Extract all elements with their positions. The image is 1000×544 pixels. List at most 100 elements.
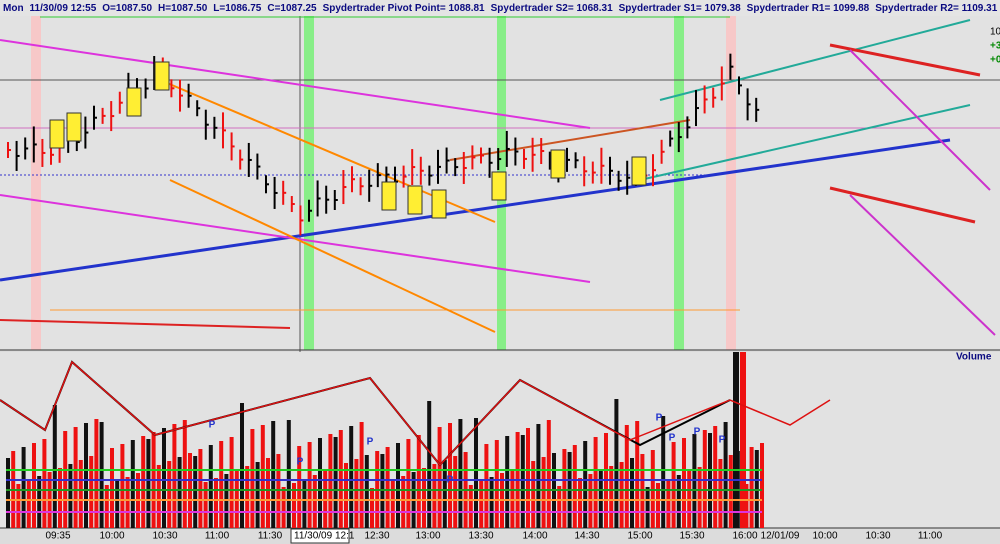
volume-bar: [68, 464, 73, 528]
volume-bar: [58, 468, 62, 528]
trend-line: [169, 179, 496, 333]
volume-bar: [484, 444, 489, 528]
volume-bar: [744, 484, 749, 528]
header-field: Spydertrader R2= 1109.31: [875, 3, 997, 14]
volume-bar: [364, 455, 369, 528]
volume-bar: [432, 464, 437, 528]
volume-bar: [635, 421, 640, 528]
volume-bar: [245, 466, 250, 528]
volume-bar: [474, 418, 478, 528]
volume-bar: [156, 465, 161, 528]
highlight-box: [154, 61, 170, 91]
header-field: Mon: [3, 3, 24, 14]
trend-line: [849, 194, 996, 336]
volume-bar: [671, 442, 676, 528]
volume-title: Volume: [956, 352, 992, 363]
volume-bar: [115, 481, 120, 528]
time-label: 15:30: [679, 531, 704, 542]
header-bar: [0, 0, 1000, 16]
volume-bar: [354, 459, 359, 528]
volume-bar: [666, 479, 671, 528]
volume-bar: [437, 427, 442, 528]
trend-line: [0, 138, 951, 282]
pivot-marker: P: [694, 427, 701, 438]
volume-bar: [453, 456, 458, 528]
trend-line: [0, 39, 591, 129]
right-label: 10: [990, 27, 1000, 38]
highlight-box: [126, 87, 142, 117]
cursor-label: 11/30/09 12:1: [294, 531, 355, 542]
trend-line: [0, 319, 291, 329]
time-label: 10:00: [99, 531, 124, 542]
header-field: Spydertrader R1= 1099.88: [747, 3, 870, 14]
volume-bar: [723, 422, 728, 528]
volume-bar: [307, 442, 312, 528]
volume-bar: [718, 459, 723, 528]
volume-bar: [229, 437, 234, 528]
volume-bar: [167, 461, 172, 528]
highlight-box: [381, 181, 397, 211]
volume-bar: [302, 479, 307, 528]
volume-bar: [344, 463, 348, 528]
volume-bar: [286, 420, 291, 528]
highlight-box: [66, 112, 82, 142]
time-label: 16:00: [732, 531, 757, 542]
volume-bar: [536, 424, 541, 528]
volume-zigzag: [0, 360, 831, 467]
volume-bar: [177, 457, 182, 528]
volume-bar: [448, 423, 452, 528]
header-field: Spydertrader Pivot Point= 1088.81: [323, 3, 485, 14]
right-label: +3: [990, 41, 1000, 52]
pivot-marker: P: [656, 413, 663, 424]
volume-bar: [546, 420, 551, 528]
volume-bar: [297, 446, 302, 528]
highlight-box: [491, 171, 507, 201]
time-label: 12/01/09: [761, 531, 800, 542]
volume-bar: [401, 476, 406, 528]
cursor-label-box: [290, 528, 350, 544]
highlight-box: [407, 185, 423, 215]
highlight-box: [631, 156, 647, 186]
volume-bar: [630, 458, 634, 528]
volume-bar: [682, 438, 686, 528]
volume-bar: [73, 427, 78, 528]
volume-bar: [271, 421, 276, 528]
volume-bar: [208, 445, 213, 528]
volume-bar: [396, 443, 400, 528]
session-band: [726, 16, 736, 350]
volume-bar: [78, 460, 83, 528]
volume-bar: [89, 456, 94, 528]
volume-bar: [6, 458, 10, 528]
volume-bar: [526, 428, 530, 528]
pivot-marker: P: [209, 420, 216, 431]
volume-bar: [26, 480, 31, 528]
volume-bar: [370, 488, 374, 528]
time-label: 09:35: [45, 531, 70, 542]
volume-bar: [593, 437, 598, 528]
volume-bar: [110, 448, 114, 528]
header-field: O=1087.50: [102, 3, 152, 14]
volume-bar: [37, 476, 42, 528]
volume-bar: [318, 438, 322, 528]
volume-bar: [198, 449, 203, 528]
volume-bar: [203, 482, 208, 528]
time-label: 12:30: [364, 531, 389, 542]
trend-line: [659, 19, 971, 101]
volume-bar: [624, 425, 629, 528]
time-label: 11:00: [205, 531, 230, 542]
volume-bar: [266, 458, 270, 528]
volume-bar: [416, 435, 421, 528]
time-label: 10:00: [812, 531, 837, 542]
volume-bar: [697, 467, 702, 528]
time-label: 11:30: [258, 531, 283, 542]
time-label: 14:30: [574, 531, 599, 542]
trend-line: [849, 49, 991, 191]
volume-bar: [740, 352, 746, 528]
volume-bar: [120, 444, 125, 528]
volume-bar: [104, 485, 109, 528]
time-label: 11:00: [918, 531, 943, 542]
volume-bar: [619, 462, 624, 528]
volume-bar: [541, 457, 546, 528]
volume-bar: [84, 423, 88, 528]
volume-bar: [281, 487, 286, 528]
